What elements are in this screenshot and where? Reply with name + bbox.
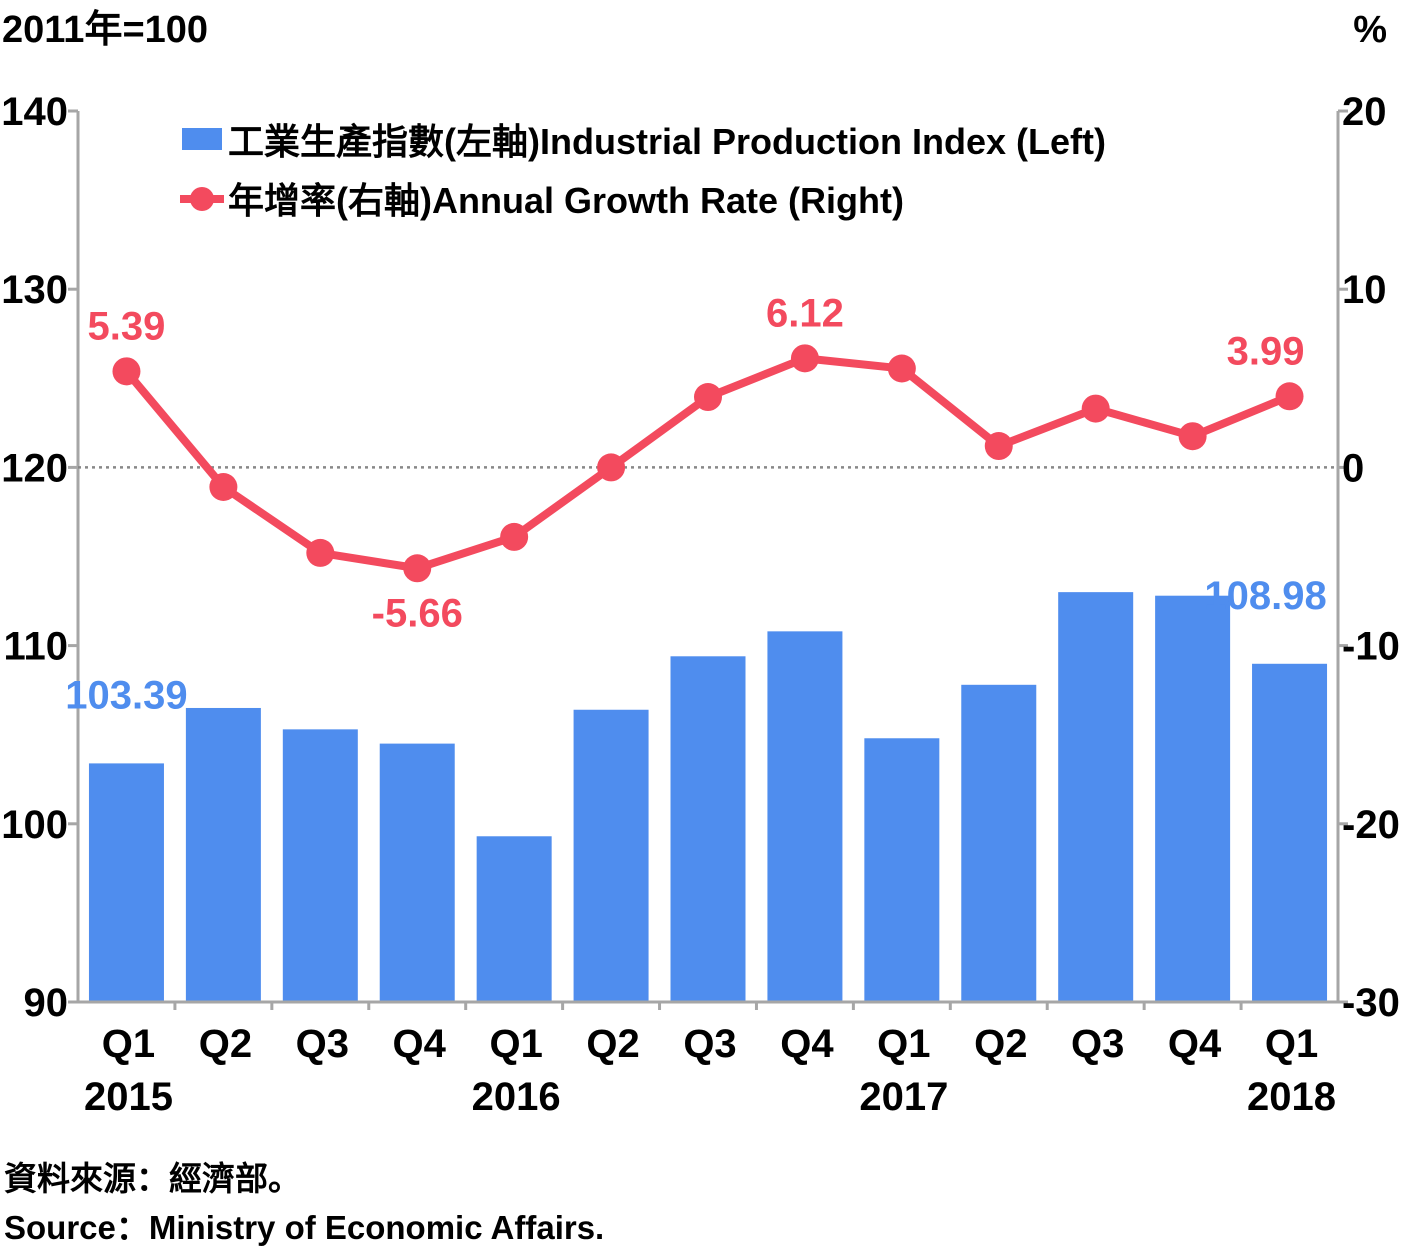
- x-axis-year-label: 2018: [1247, 1075, 1336, 1119]
- x-axis-category-label: Q4: [1168, 1022, 1222, 1066]
- x-axis-category-label: Q2: [974, 1022, 1027, 1066]
- bar: [670, 656, 746, 1002]
- x-axis-category-label: Q1: [102, 1022, 155, 1066]
- right-axis-unit: %: [1353, 9, 1387, 51]
- x-axis-category-label: Q3: [296, 1022, 349, 1066]
- x-axis-year-label: 2017: [859, 1075, 948, 1119]
- bar: [88, 763, 164, 1002]
- left-axis-unit: 2011年=100: [2, 9, 208, 51]
- growth-rate-point: [984, 432, 1013, 461]
- left-axis-tick-label: 130: [1, 268, 68, 312]
- right-axis-tick-label: 10: [1342, 268, 1387, 312]
- x-axis-category-label: Q1: [877, 1022, 930, 1066]
- data-label: 6.12: [766, 291, 844, 335]
- legend: 工業生產指數(左軸)Industrial Production Index (L…: [180, 121, 1106, 221]
- x-axis-year-label: 2015: [84, 1075, 173, 1119]
- axes-frame: [68, 109, 1348, 1010]
- axis-tick-labels: 90 100 110 120 130 140 -30 -20 -10 0 10 20 Q1 Q2 Q3 Q4 Q…: [1, 90, 1400, 1119]
- source-note-en: Source：Ministry of Economic Affairs.: [4, 1209, 605, 1246]
- right-axis-tick-label: -30: [1342, 981, 1400, 1025]
- bar-series: [88, 592, 1328, 1002]
- legend-line-marker: [190, 187, 214, 211]
- growth-rate-point: [112, 357, 141, 386]
- x-axis-category-label: Q3: [683, 1022, 736, 1066]
- left-axis-tick-label: 90: [24, 981, 69, 1025]
- bar: [573, 709, 649, 1002]
- bar: [961, 684, 1037, 1002]
- growth-rate-point: [306, 538, 335, 567]
- left-axis-tick-label: 140: [1, 90, 68, 134]
- growth-rate-point: [1275, 382, 1304, 411]
- x-axis-category-label: Q4: [780, 1022, 834, 1066]
- bar: [1058, 592, 1134, 1002]
- right-axis-tick-label: -10: [1342, 625, 1400, 669]
- right-axis-tick-label: -20: [1342, 803, 1400, 847]
- data-label: 108.98: [1204, 574, 1326, 618]
- growth-rate-point: [1081, 394, 1110, 423]
- left-axis-tick-label: 100: [1, 803, 68, 847]
- bar: [864, 738, 940, 1002]
- bar: [282, 729, 358, 1002]
- bar: [1155, 595, 1231, 1002]
- growth-rate-point: [694, 383, 722, 412]
- data-label: -5.66: [372, 591, 463, 635]
- x-axis-category-label: Q1: [1265, 1022, 1318, 1066]
- growth-rate-point: [887, 354, 916, 383]
- data-label: 103.39: [65, 673, 187, 717]
- x-axis-category-label: Q1: [489, 1022, 542, 1066]
- x-axis-category-label: Q2: [199, 1022, 252, 1066]
- data-label: 5.39: [88, 304, 166, 348]
- growth-rate-point: [790, 344, 819, 373]
- data-label: 3.99: [1227, 329, 1305, 373]
- growth-rate-point: [500, 522, 529, 551]
- growth-rate-point: [403, 554, 432, 583]
- source-note-zh: 資料來源：經濟部。: [4, 1160, 301, 1197]
- x-axis-category-label: Q3: [1071, 1022, 1124, 1066]
- legend-bar-swatch: [182, 128, 222, 150]
- line-series: [112, 344, 1304, 583]
- legend-line-label: 年增率(右軸)Annual Growth Rate (Right): [228, 180, 904, 221]
- x-axis-year-label: 2016: [472, 1075, 561, 1119]
- growth-rate-point: [1178, 422, 1207, 451]
- bar: [379, 743, 455, 1002]
- x-axis-category-label: Q4: [393, 1022, 447, 1066]
- legend-bar-label: 工業生產指數(左軸)Industrial Production Index (L…: [228, 121, 1106, 162]
- bar: [767, 631, 843, 1002]
- right-axis-tick-label: 0: [1342, 446, 1364, 490]
- x-axis-category-label: Q2: [586, 1022, 639, 1066]
- growth-rate-point: [597, 453, 626, 482]
- left-axis-tick-label: 110: [3, 625, 68, 669]
- bar: [476, 836, 552, 1002]
- left-axis-tick-label: 120: [1, 446, 68, 490]
- data-labels: 103.39 108.98 5.39 -5.66 6.12 3.99: [65, 291, 1326, 717]
- right-axis-tick-label: 20: [1342, 90, 1387, 134]
- bar: [185, 707, 261, 1002]
- growth-rate-point: [209, 473, 238, 502]
- bar: [1252, 663, 1328, 1002]
